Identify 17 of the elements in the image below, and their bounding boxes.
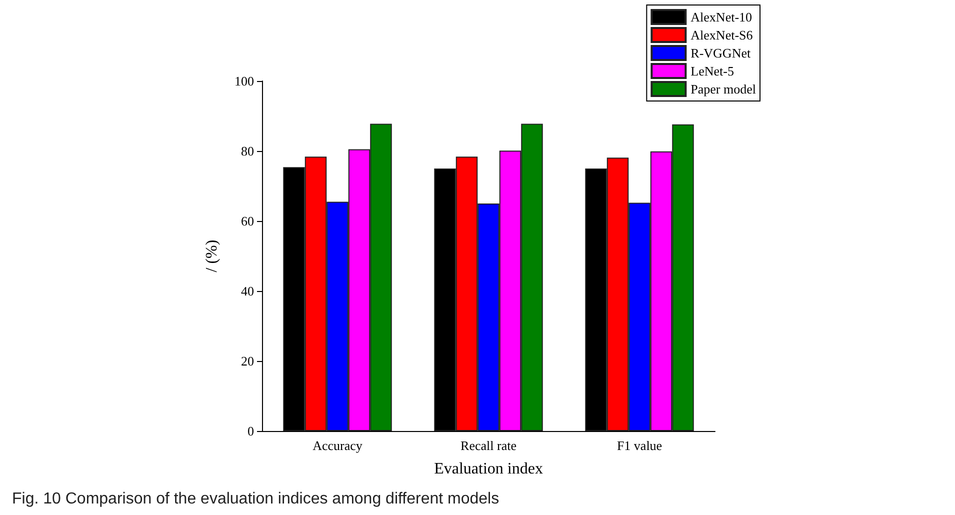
x-tick-label: Accuracy (312, 438, 363, 453)
y-tick-label: 80 (241, 144, 254, 158)
x-axis-title: Evaluation index (434, 460, 543, 478)
y-axis-title: / (%) (204, 240, 220, 272)
legend-label: AlexNet-10 (690, 10, 752, 24)
legend-label: LeNet-5 (690, 64, 734, 78)
y-tick-label: 60 (241, 214, 254, 228)
legend-label: AlexNet-S6 (690, 28, 754, 42)
x-tick-label: Recall rate (460, 438, 517, 453)
y-tick-label: 40 (241, 284, 254, 298)
y-tick-label: 0 (248, 424, 254, 438)
x-tick-label: F1 value (616, 438, 662, 453)
y-tick-label: 100 (234, 74, 254, 88)
legend-label: R-VGGNet (690, 46, 751, 60)
caption: Fig. 10 Comparison of the evaluation indices among different models (12, 490, 500, 508)
y-tick-label: 20 (241, 354, 254, 368)
legend-label: Paper model (690, 82, 756, 96)
